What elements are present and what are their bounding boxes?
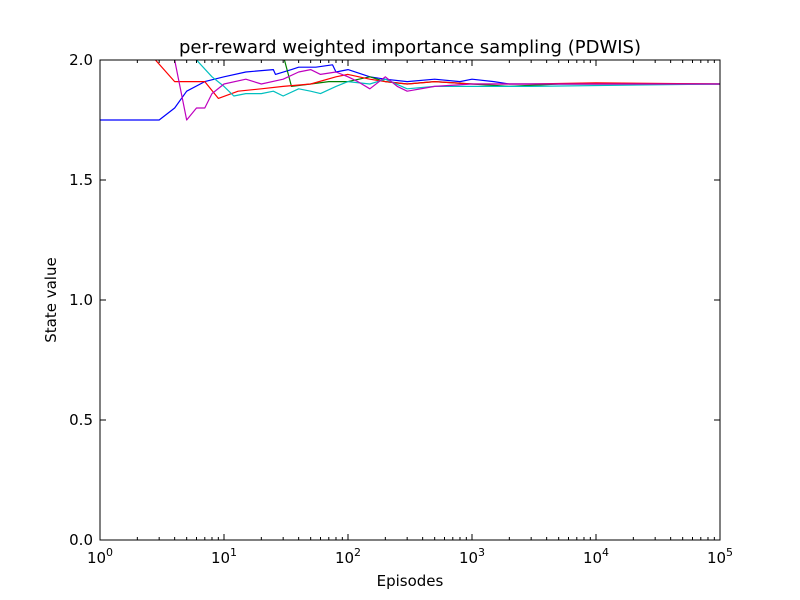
x-tick-exponent: 4 — [602, 546, 609, 559]
series-layer — [100, 60, 720, 121]
y-tick-label: 1.5 — [69, 171, 93, 189]
x-tick-label: 102 — [335, 546, 361, 567]
x-tick-label: 105 — [707, 546, 733, 567]
x-tick-exponent: 3 — [478, 546, 485, 559]
x-tick-base: 10 — [707, 549, 726, 567]
x-tick-exponent: 2 — [354, 546, 361, 559]
series-line-4 — [196, 60, 720, 97]
x-tick-exponent: 0 — [106, 546, 113, 559]
chart-title: per-reward weighted importance sampling … — [179, 37, 641, 58]
x-tick-label: 103 — [459, 546, 485, 567]
x-tick-exponent: 5 — [726, 546, 733, 559]
x-tick-base: 10 — [87, 549, 106, 567]
y-tick-label: 0.5 — [69, 411, 93, 429]
x-axis-label: Episodes — [377, 572, 444, 590]
plot-frame — [99, 59, 721, 541]
x-tick-base: 10 — [583, 549, 602, 567]
x-tick-label: 104 — [583, 546, 609, 567]
x-tick-base: 10 — [459, 549, 478, 567]
y-tick-label: 0.0 — [69, 531, 93, 549]
y-tick-label: 2.0 — [69, 51, 93, 69]
x-tick-label: 101 — [211, 546, 237, 567]
x-tick-base: 10 — [335, 549, 354, 567]
x-tick-label: 100 — [87, 546, 113, 567]
x-tick-exponent: 1 — [230, 546, 237, 559]
x-tick-base: 10 — [211, 549, 230, 567]
y-tick-label: 1.0 — [69, 291, 93, 309]
series-line-5 — [174, 60, 720, 121]
y-axis-label: State value — [42, 257, 60, 342]
